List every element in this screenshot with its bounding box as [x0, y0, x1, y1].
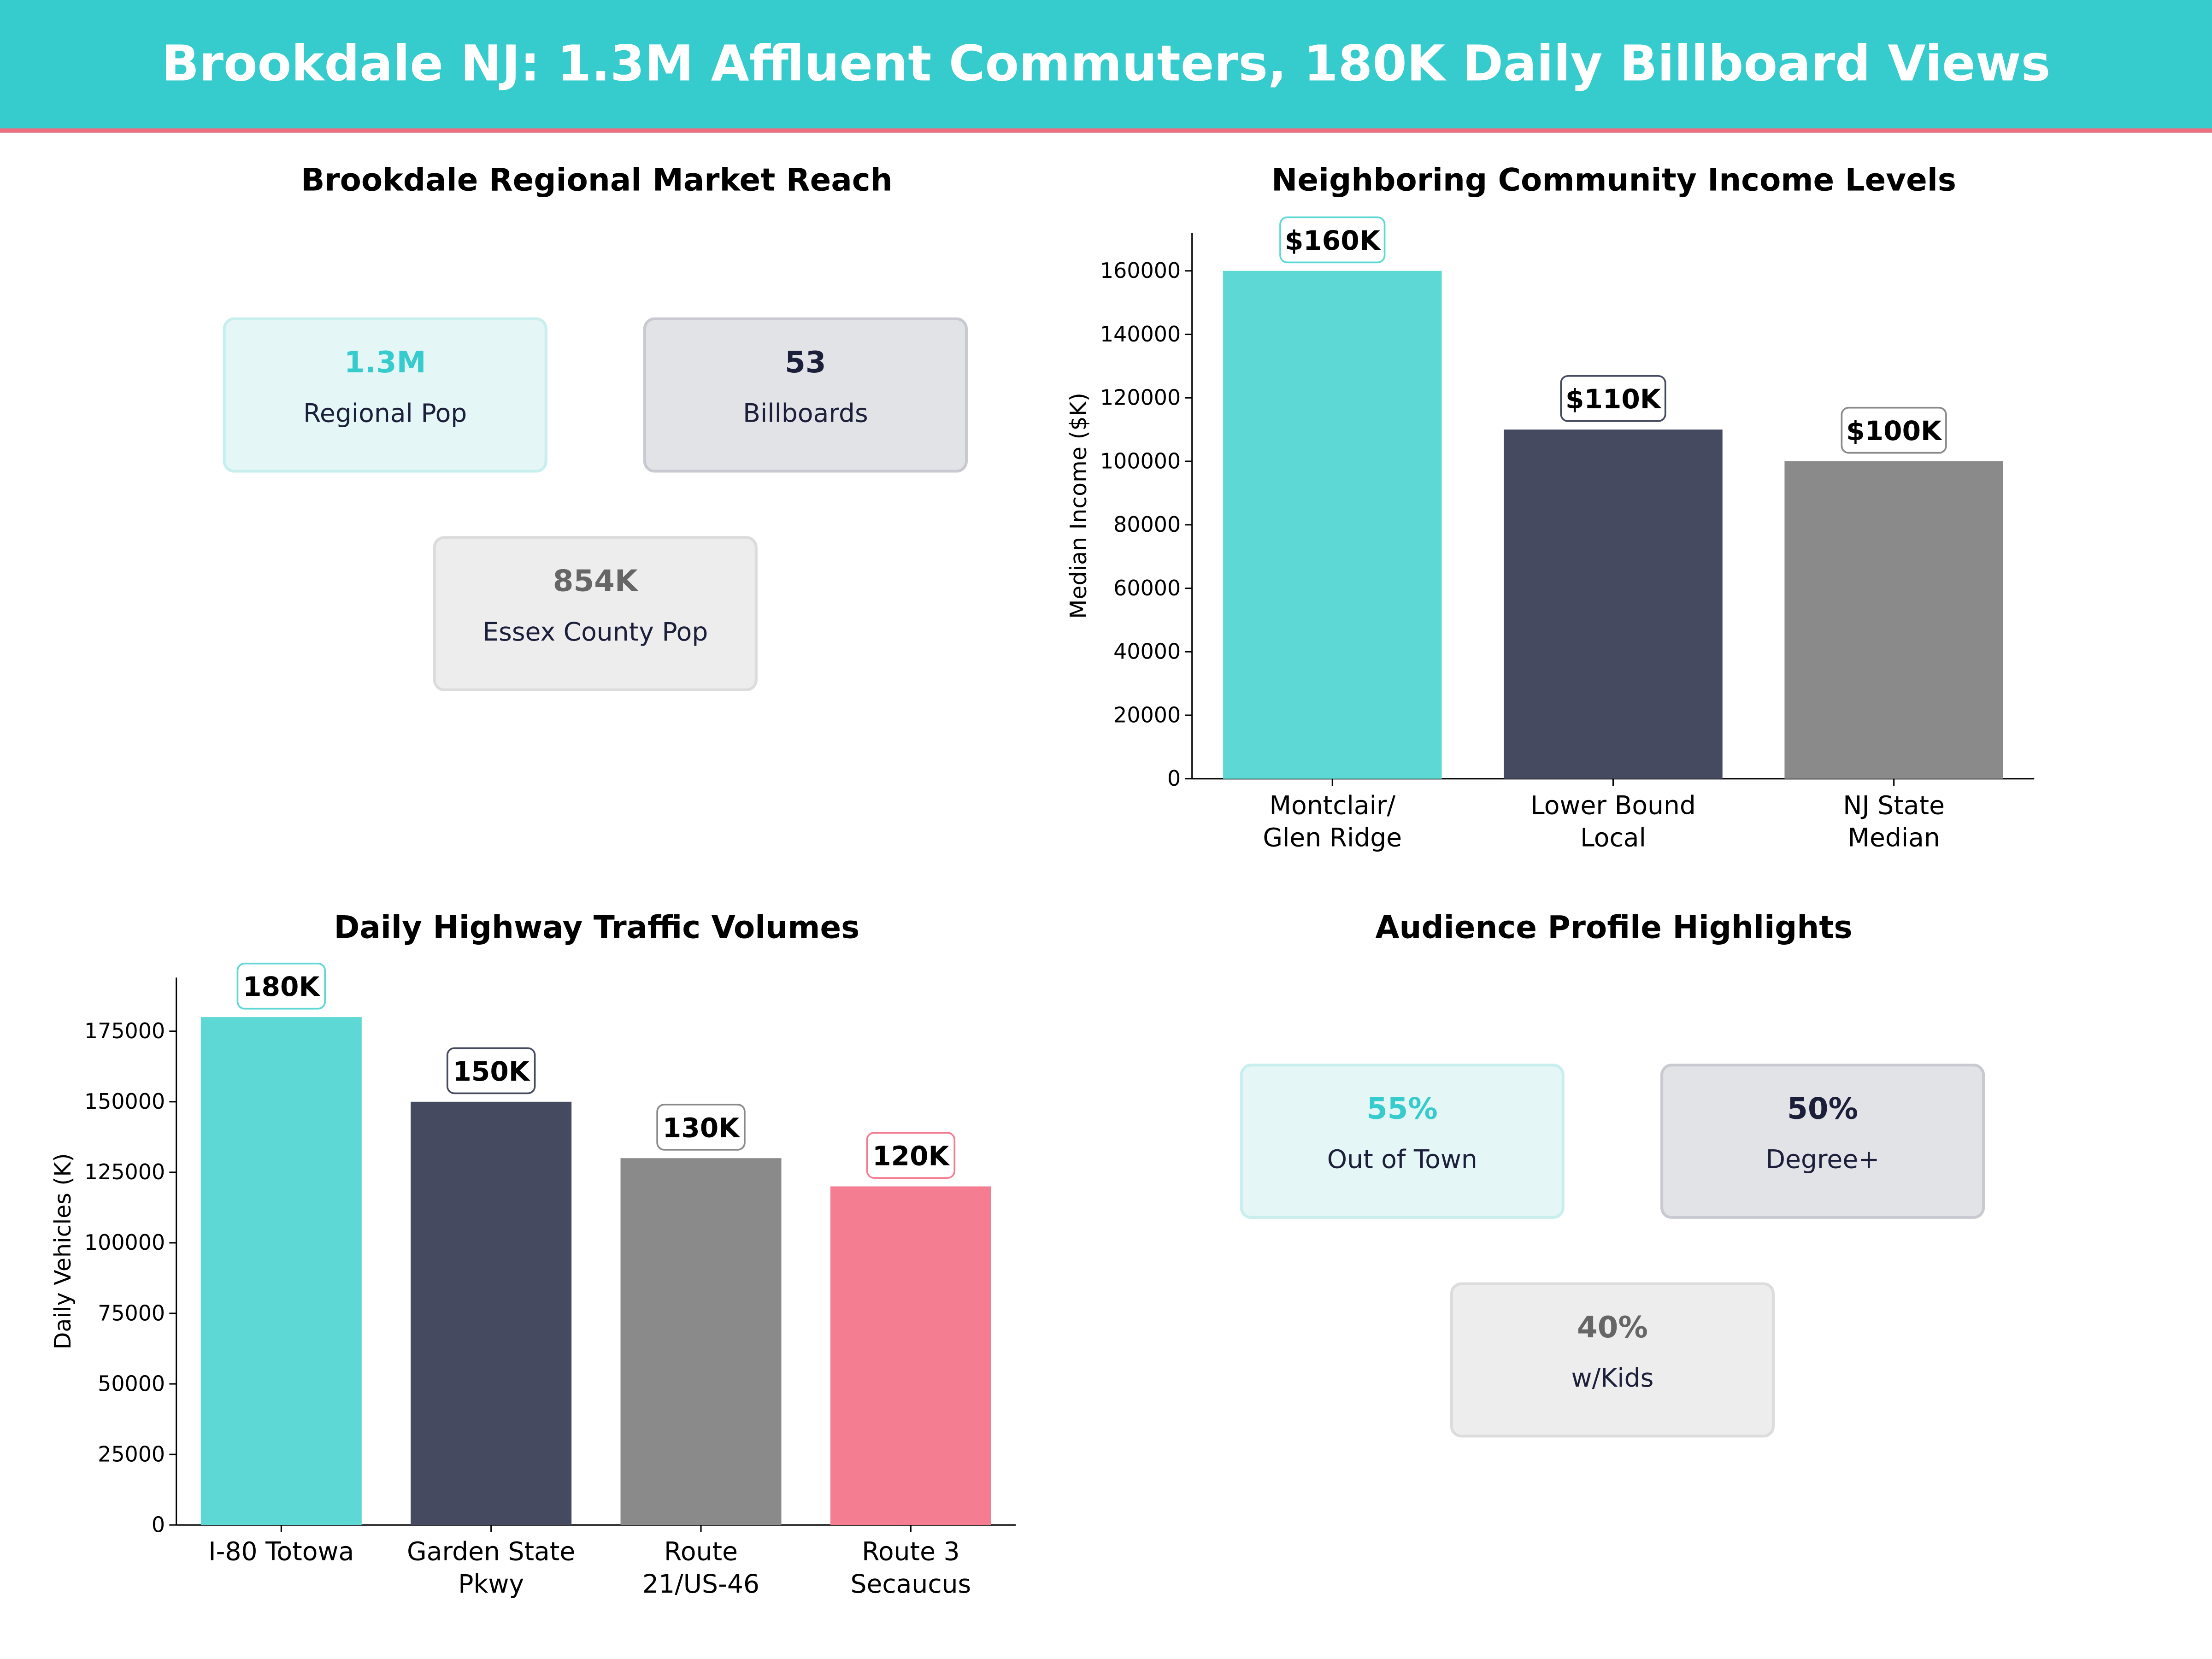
income-data-label: $110K	[1565, 383, 1662, 415]
income-y-axis-label: Median Income ($K)	[1065, 393, 1092, 619]
traffic-chart-title: Daily Highway Traffic Volumes	[334, 911, 860, 947]
audience-card-label: Degree+	[1765, 1145, 1880, 1175]
traffic-data-label: 130K	[663, 1112, 740, 1143]
market-reach-card-value: 854K	[553, 564, 638, 598]
income-y-tick-label: 40000	[1113, 639, 1181, 664]
audience-title: Audience Profile Highlights	[1375, 911, 1853, 947]
header-banner: Brookdale NJ: 1.3M Affluent Commuters, 1…	[0, 0, 2212, 133]
audience-card-value: 40%	[1577, 1310, 1648, 1345]
audience-card-label: Out of Town	[1327, 1145, 1477, 1175]
audience-card: 55% Out of Town	[1240, 1064, 1565, 1219]
market-reach-card-label: Regional Pop	[303, 399, 467, 429]
traffic-x-tick-label: Pkwy	[458, 1569, 524, 1599]
audience-card: 50% Degree+	[1660, 1064, 1985, 1219]
traffic-y-tick-label: 125000	[84, 1159, 165, 1184]
traffic-y-tick-label: 0	[152, 1512, 165, 1537]
income-x-tick-label: Local	[1580, 823, 1646, 853]
traffic-y-tick-label: 175000	[84, 1018, 165, 1043]
income-chart-title: Neighboring Community Income Levels	[1271, 164, 1957, 199]
income-y-tick-label: 0	[1167, 766, 1181, 791]
market-reach-card-label: Billboards	[743, 399, 868, 429]
market-reach-card-label: Essex County Pop	[482, 618, 708, 648]
traffic-data-label: 180K	[243, 971, 320, 1002]
audience-card: 40% w/Kids	[1450, 1282, 1775, 1438]
income-x-tick-label: Glen Ridge	[1263, 823, 1402, 853]
traffic-y-tick-label: 150000	[84, 1089, 165, 1114]
income-y-tick-label: 160000	[1100, 258, 1181, 283]
header-title: Brookdale NJ: 1.3M Affluent Commuters, 1…	[161, 36, 2051, 93]
income-y-tick-label: 80000	[1113, 512, 1181, 537]
market-reach-card: 854K Essex County Pop	[433, 536, 758, 691]
traffic-data-label-box	[446, 1047, 536, 1094]
traffic-data-label-box	[866, 1132, 956, 1179]
traffic-y-tick-label: 50000	[98, 1371, 165, 1396]
income-bar	[1504, 429, 1723, 779]
market-reach-card: 1.3M Regional Pop	[223, 317, 547, 473]
audience-card-label: w/Kids	[1571, 1364, 1654, 1394]
income-data-label: $100K	[1846, 415, 1942, 447]
income-y-tick-label: 100000	[1100, 448, 1181, 473]
income-bar	[1223, 271, 1442, 779]
traffic-bar	[830, 1186, 991, 1525]
traffic-data-label-box	[656, 1104, 746, 1151]
audience-card-value: 55%	[1366, 1092, 1438, 1126]
income-y-tick-label: 20000	[1113, 702, 1181, 727]
income-x-tick-label: Median	[1847, 823, 1940, 853]
income-x-tick-label: NJ State	[1843, 790, 1945, 820]
income-y-tick-label: 120000	[1100, 385, 1181, 410]
income-bar	[1784, 461, 2003, 779]
traffic-y-tick-label: 75000	[98, 1300, 165, 1325]
income-data-label-box	[1841, 406, 1947, 454]
market-reach-title: Brookdale Regional Market Reach	[301, 164, 893, 199]
income-data-label: $160K	[1285, 225, 1381, 256]
traffic-y-tick-label: 100000	[84, 1230, 165, 1255]
traffic-bar	[200, 1017, 362, 1525]
traffic-y-axis-label: Daily Vehicles (K)	[50, 1153, 76, 1349]
traffic-data-label-box	[236, 962, 326, 1010]
income-x-tick-label: Lower Bound	[1530, 790, 1696, 820]
traffic-data-label: 150K	[453, 1056, 530, 1087]
audience-card-value: 50%	[1787, 1092, 1858, 1126]
traffic-bar	[411, 1101, 572, 1525]
market-reach-card: 53 Billboards	[643, 317, 968, 473]
traffic-data-label: 120K	[872, 1141, 950, 1172]
market-reach-card-value: 1.3M	[344, 345, 426, 380]
traffic-y-tick-label: 25000	[98, 1441, 165, 1466]
traffic-x-tick-label: 21/US-46	[642, 1569, 759, 1599]
market-reach-card-value: 53	[785, 345, 826, 380]
income-data-label-box	[1560, 375, 1666, 422]
traffic-x-tick-label: Garden State	[407, 1537, 575, 1566]
income-data-label-box	[1279, 216, 1386, 264]
income-x-tick-label: Montclair/	[1269, 790, 1395, 820]
traffic-bar	[620, 1158, 782, 1525]
traffic-x-tick-label: Route	[664, 1537, 738, 1566]
traffic-x-tick-label: Route 3	[862, 1537, 960, 1566]
traffic-x-tick-label: I-80 Totowa	[208, 1537, 354, 1566]
traffic-x-tick-label: Secaucus	[851, 1569, 971, 1599]
income-y-tick-label: 60000	[1113, 576, 1181, 600]
income-y-tick-label: 140000	[1100, 322, 1181, 347]
